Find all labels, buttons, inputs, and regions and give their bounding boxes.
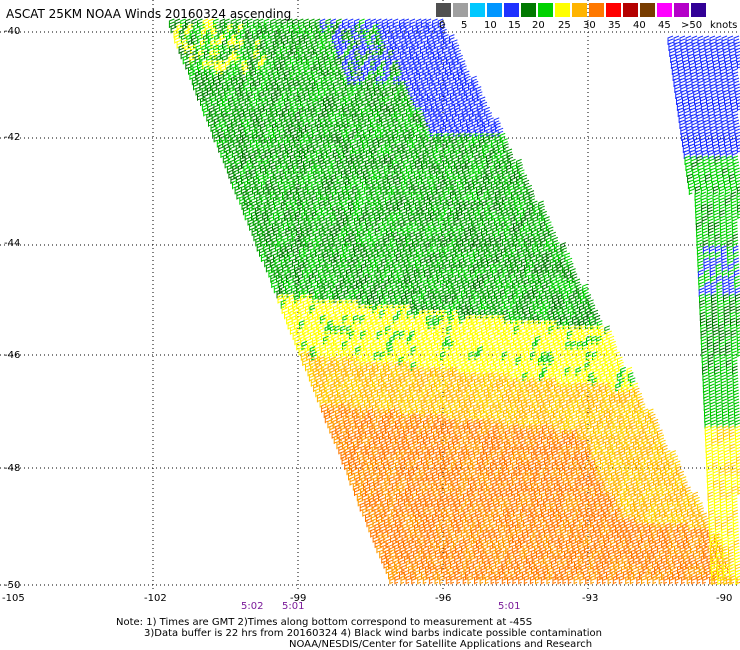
scale-swatch	[657, 3, 672, 17]
scale-label: 10	[484, 20, 497, 31]
scale-swatch	[691, 3, 706, 17]
lon-label-90: -90	[716, 593, 733, 604]
scale-swatch	[453, 3, 468, 17]
scale-swatch	[504, 3, 519, 17]
scale-label: 0	[439, 20, 446, 31]
scale-swatch	[470, 3, 485, 17]
scale-swatch	[674, 3, 689, 17]
scale-swatch	[623, 3, 638, 17]
lat-label-46: -46	[4, 350, 21, 361]
pass-time-3: 5:01	[498, 601, 521, 612]
wind-barbs	[168, 18, 740, 585]
lat-label-50: -50	[4, 580, 21, 591]
lon-label-93: -93	[582, 593, 599, 604]
lat-label-44: -44	[4, 238, 21, 249]
footer-credit: NOAA/NESDIS/Center for Satellite Applica…	[289, 639, 593, 650]
scale-label: 35	[608, 20, 621, 31]
scale-label: 25	[558, 20, 571, 31]
scale-label: 40	[633, 20, 646, 31]
scale-swatch	[538, 3, 553, 17]
pass-time-1: 5:02	[241, 601, 264, 612]
lat-label-42: -42	[4, 132, 21, 143]
lon-label-105: -105	[2, 593, 25, 604]
map-title: ASCAT 25KM NOAA Winds 20160324 ascending	[6, 7, 292, 21]
scale-swatch	[487, 3, 502, 17]
scale-label: 20	[532, 20, 545, 31]
scale-unit-label: knots	[710, 20, 738, 31]
scale-swatch	[589, 3, 604, 17]
scale-label: 5	[461, 20, 468, 31]
scale-swatch	[572, 3, 587, 17]
scale-label: 30	[583, 20, 596, 31]
scale-swatch	[555, 3, 570, 17]
lat-label-48: -48	[4, 463, 21, 474]
footer-note-line1: Note: 1) Times are GMT 2)Times along bot…	[116, 617, 533, 628]
pass-time-2: 5:01	[282, 601, 305, 612]
scale-swatch	[606, 3, 621, 17]
scale-swatch	[521, 3, 536, 17]
lon-label-102: -102	[144, 593, 167, 604]
scale-swatch	[436, 3, 451, 17]
lat-label-40: -40	[4, 26, 21, 37]
scale-label: >50	[681, 20, 703, 31]
lon-label-99: -99	[290, 593, 307, 604]
scale-label: 45	[658, 20, 671, 31]
scale-swatch	[640, 3, 655, 17]
footer-note-line2: 3)Data buffer is 22 hrs from 20160324 4)…	[144, 628, 602, 639]
lon-label-96: -96	[435, 593, 452, 604]
scale-label: 15	[508, 20, 521, 31]
